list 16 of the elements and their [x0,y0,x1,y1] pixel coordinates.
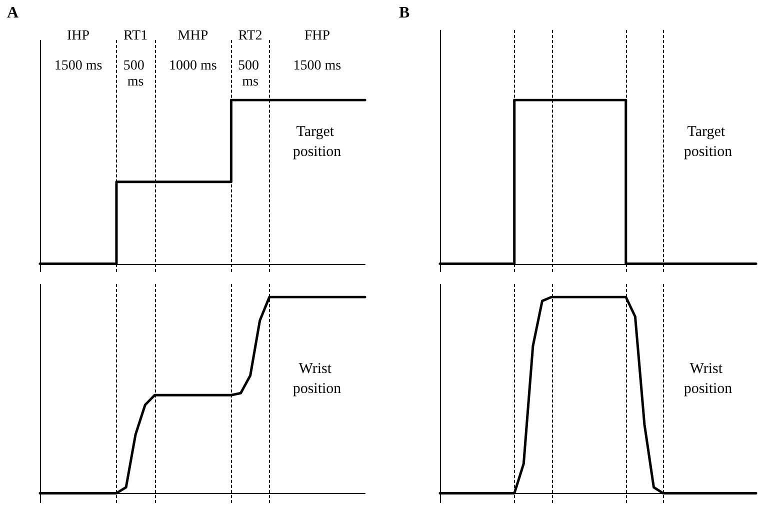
text: FHP [304,28,330,44]
text: 1500 ms [293,58,342,74]
annotation: Wrist position [292,361,342,397]
chart-title: B [399,4,410,22]
text: RT1 [124,28,148,44]
chart-title: A [7,4,19,22]
text: 1000 ms [169,58,217,74]
text: 500 ms [123,58,148,90]
text: MHP [178,28,208,44]
text: RT2 [238,28,262,44]
annotation: Target position [684,124,733,160]
text: 1500 ms [54,58,102,74]
text: IHP [66,28,90,44]
annotation: Wrist position [684,361,733,397]
annotation: Target position [292,124,342,160]
text: 500 ms [238,58,263,90]
